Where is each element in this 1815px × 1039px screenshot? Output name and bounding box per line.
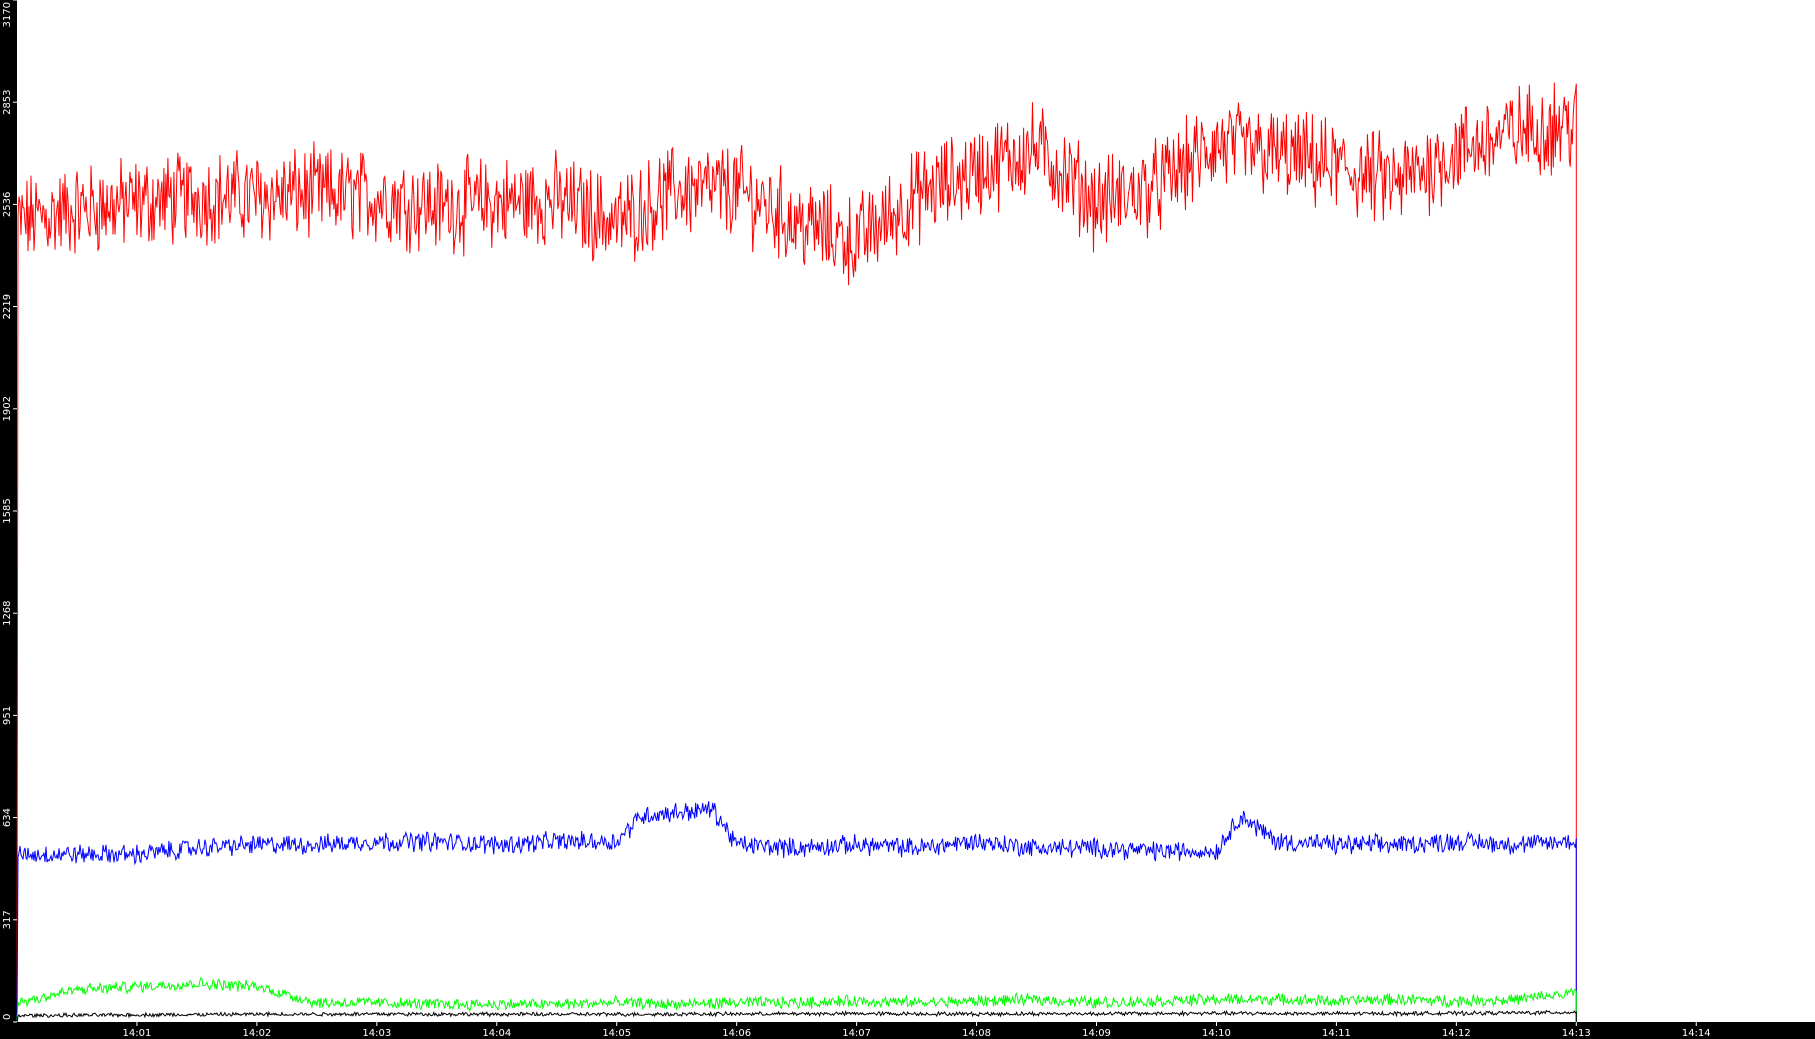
y-tick-label: 951 — [2, 706, 13, 725]
x-tick-label: 14:14 — [1682, 1028, 1711, 1039]
x-tick-label: 14:02 — [242, 1028, 271, 1039]
x-tick-label: 14:03 — [362, 1028, 391, 1039]
y-tick-label: 634 — [2, 808, 13, 827]
x-tick-label: 14:13 — [1562, 1028, 1591, 1039]
x-tick-label: 14:10 — [1202, 1028, 1231, 1039]
x-tick-label: 14:05 — [602, 1028, 631, 1039]
y-tick-label: 2853 — [2, 89, 13, 114]
y-tick-label: 0 — [2, 1014, 13, 1020]
y-tick-label: 2219 — [2, 294, 13, 319]
x-tick-label: 14:08 — [962, 1028, 991, 1039]
y-tick-label: 1902 — [2, 396, 13, 421]
series-line-4 — [16, 1009, 1577, 1023]
x-tick-label: 14:06 — [722, 1028, 751, 1039]
x-tick-label: 14:04 — [482, 1028, 511, 1039]
x-tick-label: 14:12 — [1442, 1028, 1471, 1039]
y-tick-label: 3170 — [2, 2, 13, 27]
x-tick-label: 14:07 — [842, 1028, 871, 1039]
series-line-1 — [16, 82, 1577, 1023]
y-tick-label: 1585 — [2, 498, 13, 523]
x-tick-label: 14:09 — [1082, 1028, 1111, 1039]
x-tick-label: 14:01 — [123, 1028, 152, 1039]
series-layer — [16, 82, 1577, 1023]
y-axis: 0 317 634 951 1268 1585 1902 2219 2536 2853 3170 — [2, 0, 17, 1023]
y-tick-label: 1268 — [2, 600, 13, 625]
y-tick-label: 2536 — [2, 192, 13, 217]
series-line-2 — [16, 801, 1577, 1023]
x-axis: 14:01 14:02 14:03 14:04 14:05 14:06 14:07 14:08… — [123, 1022, 1711, 1039]
y-tick-label: 317 — [2, 910, 13, 929]
series-line-3 — [16, 976, 1577, 1023]
x-tick-label: 14:11 — [1322, 1028, 1351, 1039]
